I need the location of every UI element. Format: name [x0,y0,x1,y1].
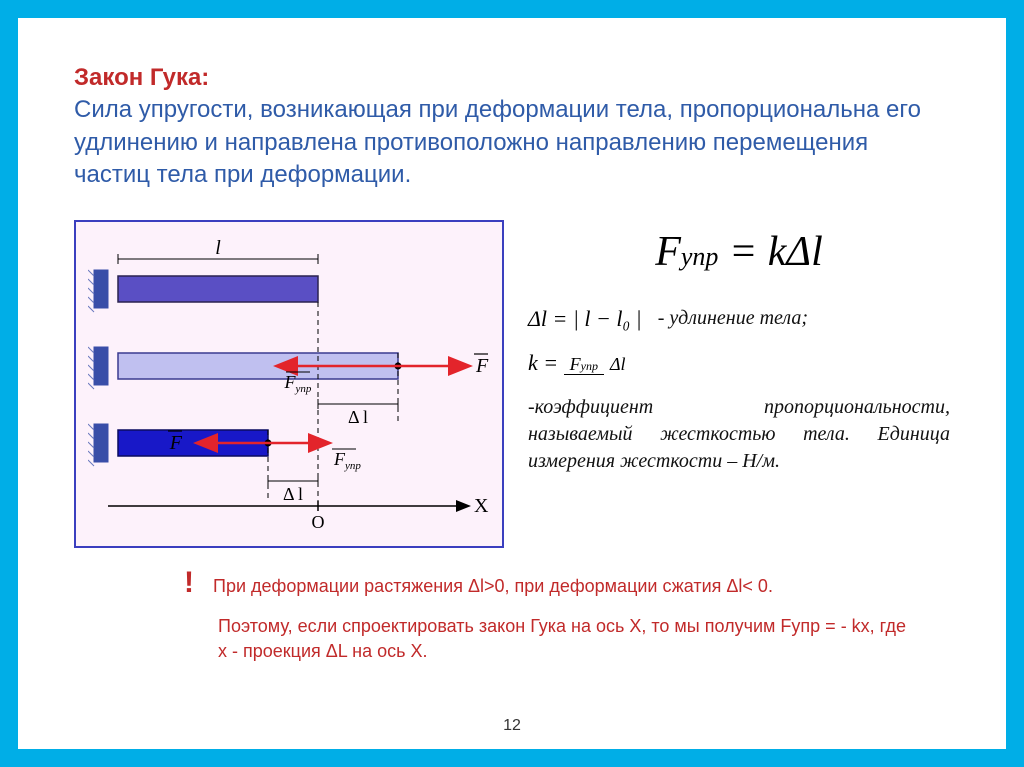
diagram-svg: lFFупрΔ lFFупрΔ lOX [88,238,492,538]
page-number: 12 [18,717,1006,735]
title-heading: Закон Гука: [74,64,209,91]
svg-text:O: O [312,512,325,532]
formulas-column: Fупр = kΔl Δl = | l − l₀ | - удлинение т… [528,220,950,548]
svg-text:l: l [215,238,221,259]
main-formula: Fупр = kΔl [528,228,950,276]
formula-rhs: kΔl [768,229,823,275]
frac-bot: Δl [604,354,632,374]
formula-lhs-base: F [655,229,681,275]
notes-block: ! При деформации растяжения Δl>0, при де… [74,566,950,664]
svg-text:F: F [169,432,183,454]
svg-text:X: X [474,495,489,517]
elongation-formula: Δl = | l − l₀ | [528,306,642,332]
stiffness-formula: k = Fупр Δl [528,350,632,376]
formula-lhs-sub: упр [681,242,719,271]
deformation-diagram: lFFупрΔ lFFупрΔ lOX [74,220,504,548]
stiffness-row: k = Fупр Δl [528,350,950,376]
note-warning: ! При деформации растяжения Δl>0, при де… [184,566,910,600]
slide-page: Закон Гука: Сила упругости, возникающая … [18,18,1006,749]
svg-text:Δ l: Δ l [348,407,368,427]
formula-eq: = [718,229,767,275]
svg-text:Fупр: Fупр [333,449,361,472]
stiffness-fraction: Fупр Δl [564,354,632,375]
title-body: Сила упругости, возникающая при деформац… [74,96,921,188]
k-eq: k = [528,350,564,375]
frac-top-base: F [570,354,581,374]
exclamation-icon: ! [184,566,194,599]
content-row: l F Fупр Δ l F Fупр Δ l O X Fупр = kΔl Δl = | l … [74,220,950,548]
title-block: Закон Гука: Сила упругости, возникающая … [74,62,950,192]
note-projection: Поэтому, если спроектировать закон Гука … [184,614,910,664]
elongation-row: Δl = | l − l₀ | - удлинение тела; [528,306,950,332]
svg-text:Δ l: Δ l [283,484,303,504]
stiffness-desc: -коэффициент пропорциональности, называе… [528,394,950,475]
elongation-desc: - удлинение тела; [658,307,808,330]
svg-text:F: F [475,355,489,377]
note-red-text: При деформации растяжения Δl>0, при дефо… [213,576,773,596]
frac-top-sub: упр [581,359,598,373]
